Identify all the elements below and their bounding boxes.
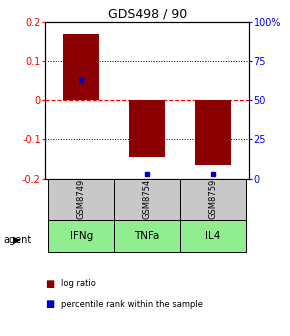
Text: TNFa: TNFa xyxy=(135,231,160,241)
Title: GDS498 / 90: GDS498 / 90 xyxy=(108,8,187,21)
Bar xyxy=(129,100,165,157)
Bar xyxy=(180,178,246,220)
Text: GSM8749: GSM8749 xyxy=(77,179,86,219)
Text: ■: ■ xyxy=(45,299,54,309)
Bar xyxy=(48,220,114,252)
Text: ■: ■ xyxy=(45,279,54,289)
Bar xyxy=(114,178,180,220)
Text: IFNg: IFNg xyxy=(70,231,93,241)
Text: ▶: ▶ xyxy=(13,235,21,245)
Text: log ratio: log ratio xyxy=(61,280,96,288)
Bar xyxy=(180,220,246,252)
Bar xyxy=(195,100,231,165)
Bar xyxy=(63,34,99,100)
Text: percentile rank within the sample: percentile rank within the sample xyxy=(61,300,203,308)
Bar xyxy=(114,220,180,252)
Text: GSM8754: GSM8754 xyxy=(143,179,152,219)
Bar xyxy=(48,178,114,220)
Text: IL4: IL4 xyxy=(205,231,221,241)
Text: agent: agent xyxy=(3,235,31,245)
Text: GSM8759: GSM8759 xyxy=(209,179,218,219)
